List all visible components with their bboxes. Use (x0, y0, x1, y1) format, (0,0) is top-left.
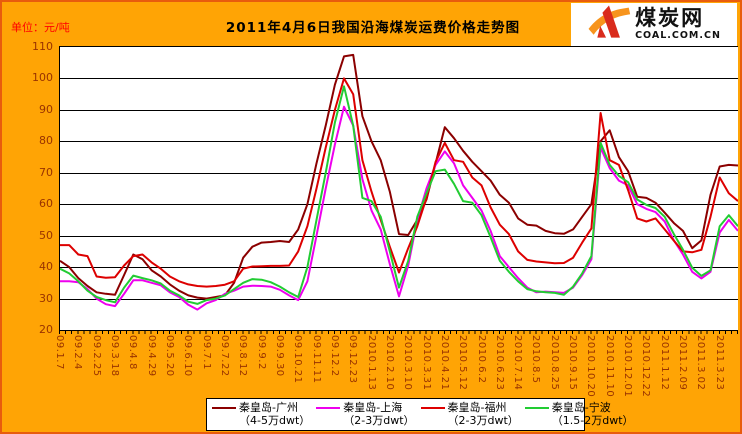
series-line-秦皇岛-宁波 (60, 85, 738, 305)
legend-swatch (212, 406, 236, 409)
x-tick-label-09.7.1: 09.7.1 (200, 335, 212, 370)
x-tick-label-09.9.2: 09.9.2 (255, 335, 267, 370)
y-tick-label-110: 110 (32, 40, 53, 53)
chart-lines (60, 53, 738, 311)
y-tick-label-90: 90 (39, 102, 53, 116)
x-tick-label-2010.3.10: 2010.3.10 (402, 335, 414, 391)
x-tick-label-09.3.18: 09.3.18 (109, 335, 120, 377)
x-tick-label-09.2.4: 09.2.4 (72, 335, 84, 370)
gridline-40 (60, 267, 738, 269)
x-tick-label-2011.2.09: 2011.2.09 (677, 335, 688, 391)
series-line-秦皇岛-福州 (60, 77, 738, 288)
logo-title: 煤炭网 (635, 6, 705, 31)
x-tick-label-2010.2.10: 2010.2.10 (383, 335, 395, 391)
y-tick-label-70: 70 (39, 165, 53, 179)
x-tick-label-2010.6.2: 2010.6.2 (475, 335, 487, 384)
legend-item-秦皇岛-上海: 秦皇岛-上海 （2-3万dwt） (316, 401, 415, 427)
x-tick-label-09.7.22: 09.7.22 (218, 335, 230, 377)
coal-logo-swoosh-icon (587, 4, 631, 46)
x-tick-label-09.9.30: 09.9.30 (273, 335, 285, 377)
logo-domain: COAL.COM.CN (635, 30, 721, 42)
x-tick-label-2010.6.23: 2010.6.23 (493, 335, 505, 391)
y-tick-label-100: 100 (32, 71, 53, 85)
legend-series-dwt: （1.5-2万dwt） (551, 414, 634, 427)
x-tick-label-2010.8.5: 2010.8.5 (530, 335, 542, 384)
unit-label: 单位：元/吨 (11, 21, 70, 34)
series-line-秦皇岛-广州 (60, 53, 738, 300)
x-tick-label-2010.12.22: 2010.12.22 (640, 335, 652, 398)
x-tick-label-2010.10.20: 2010.10.20 (585, 335, 597, 398)
legend-series-name: 秦皇岛-宁波 (551, 401, 611, 414)
x-tick-label-2010.12.01: 2010.12.01 (622, 335, 634, 398)
coal-logo-text: 煤炭网 COAL.COM.CN (635, 8, 721, 41)
y-tick-label-20: 20 (39, 323, 53, 336)
y-tick-label-50: 50 (39, 228, 53, 242)
y-tick-label-30: 30 (39, 291, 53, 305)
y-tick-label-40: 40 (39, 260, 53, 274)
gridline-30 (60, 298, 738, 300)
chart-legend: 秦皇岛-广州 （4-5万dwt） 秦皇岛-上海 （2-3万dwt） 秦皇岛-福州 （2-3… (206, 398, 634, 431)
legend-series-name: 秦皇岛-广州 (239, 401, 298, 414)
x-tick-label-2010.4.21: 2010.4.21 (438, 335, 450, 391)
gridline-60 (60, 204, 738, 206)
coal-site-logo: 煤炭网 COAL.COM.CN (571, 3, 737, 46)
gridline-80 (60, 141, 738, 143)
x-tick-label-09.12.2: 09.12.2 (328, 335, 340, 377)
legend-series-dwt: （4-5万dwt） (239, 414, 311, 427)
legend-series-dwt: （2-3万dwt） (447, 414, 519, 427)
x-tick-label-09.4.29: 09.4.29 (145, 335, 157, 377)
x-tick-label-2010.1.13: 2010.1.13 (365, 335, 377, 391)
x-tick-label-09.2.25: 09.2.25 (90, 335, 102, 377)
x-tick-label-09.5.20: 09.5.20 (163, 335, 175, 377)
legend-item-秦皇岛-宁波: 秦皇岛-宁波 （1.5-2万dwt） (524, 401, 634, 427)
y-tick-label-60: 60 (39, 197, 53, 211)
x-tick-label-2010.9.15: 2010.9.15 (567, 335, 579, 391)
legend-series-name: 秦皇岛-福州 (447, 401, 507, 414)
x-tick-label-09.6.10: 09.6.10 (182, 335, 194, 377)
x-tick-label-2011.3.02: 2011.3.02 (695, 335, 707, 391)
x-tick-label-09.11.11: 09.11.11 (310, 335, 322, 384)
x-tick-label-2010.11.10: 2010.11.10 (603, 335, 615, 398)
x-tick-label-09.12.23: 09.12.23 (347, 335, 359, 384)
x-tick-label-2010.8.25: 2010.8.25 (548, 335, 560, 391)
x-tick-label-09.4.8: 09.4.8 (127, 335, 139, 370)
gridline-70 (60, 172, 738, 174)
chart-plot-area (59, 46, 738, 331)
y-tick-label-80: 80 (39, 134, 53, 148)
legend-series-dwt: （2-3万dwt） (343, 414, 415, 427)
series-line-秦皇岛-上海 (60, 105, 738, 311)
legend-swatch (316, 406, 341, 409)
x-tick-label-09.8.12: 09.8.12 (237, 335, 249, 377)
x-tick-label-2010.7.14: 2010.7.14 (512, 335, 524, 391)
x-tick-label-2011.3.23: 2011.3.23 (713, 335, 725, 391)
gridline-50 (60, 235, 738, 237)
legend-item-秦皇岛-广州: 秦皇岛-广州 （4-5万dwt） (212, 401, 310, 427)
x-tick-label-09.1.7: 09.1.7 (54, 335, 65, 370)
gridline-100 (60, 78, 738, 80)
legend-series-name: 秦皇岛-上海 (343, 401, 403, 414)
x-tick-label-2010.3.31: 2010.3.31 (420, 335, 432, 391)
x-tick-label-2010.5.12: 2010.5.12 (457, 335, 469, 391)
x-tick-label-09.10.21: 09.10.21 (292, 335, 304, 384)
legend-item-秦皇岛-福州: 秦皇岛-福州 （2-3万dwt） (420, 401, 519, 427)
x-tick-label-2011.1.12: 2011.1.12 (658, 335, 670, 391)
gridline-90 (60, 109, 738, 111)
legend-swatch (524, 406, 549, 409)
x-axis-tick-marks (59, 330, 738, 334)
page-title: 2011年4月6日我国沿海煤炭运费价格走势图 (225, 20, 521, 36)
legend-swatch (420, 406, 445, 409)
